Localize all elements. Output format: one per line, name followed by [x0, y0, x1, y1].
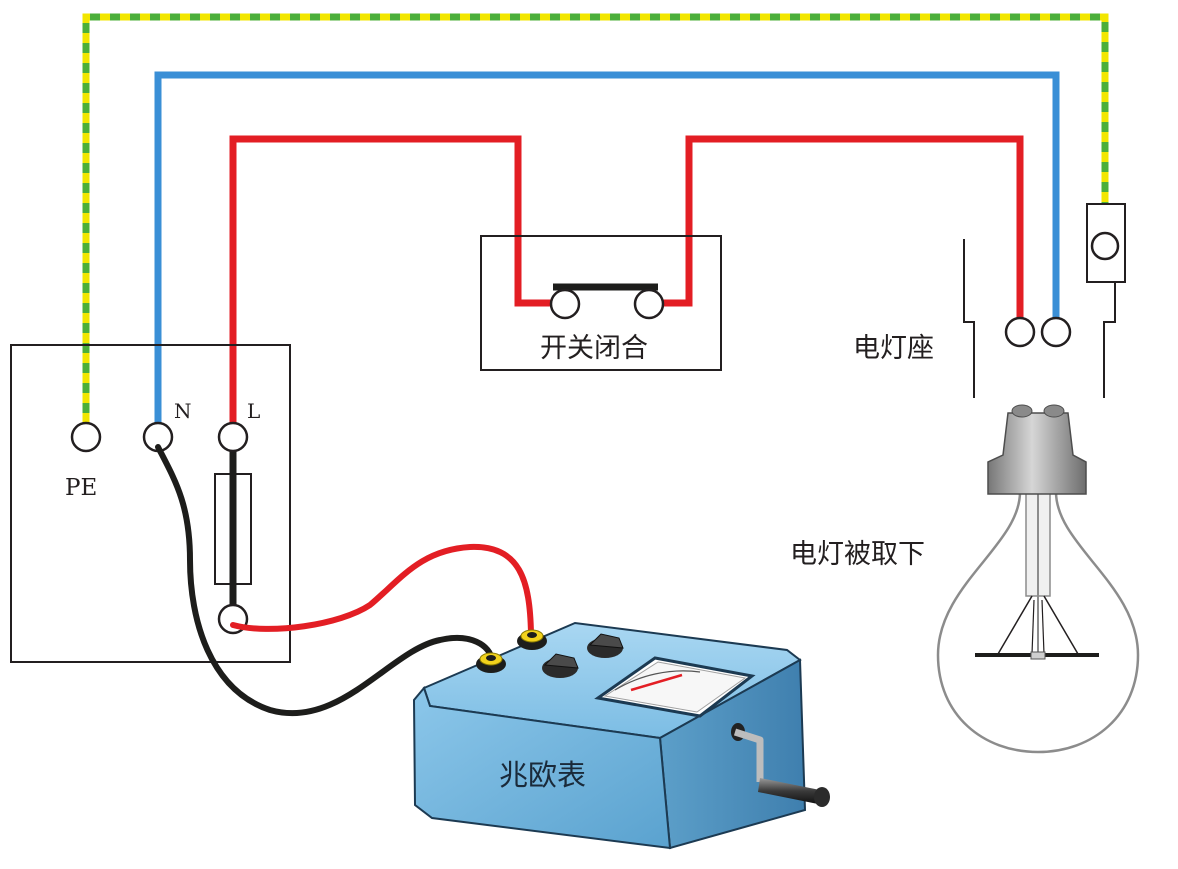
black-test-lead	[155, 444, 495, 717]
l-label: L	[247, 399, 260, 423]
switch-box	[480, 235, 722, 371]
pe-earth-wire	[82, 13, 1109, 423]
meter-black-terminal[interactable]	[476, 652, 506, 673]
bulb-label: 电灯被取下	[790, 539, 925, 570]
socket-label: 电灯座	[853, 333, 934, 364]
live-wire-to-socket	[663, 135, 1024, 318]
switch-left-terminal	[549, 288, 581, 320]
socket-earth-terminal	[1090, 231, 1120, 261]
l-terminal[interactable]	[217, 421, 249, 453]
switch-label: 开关闭合	[540, 333, 648, 364]
neutral-wire	[154, 71, 1060, 423]
switch-right-terminal	[633, 288, 665, 320]
live-wire-to-switch	[229, 135, 552, 423]
pe-label: PE	[65, 475, 97, 501]
light-bulb	[936, 404, 1140, 754]
meter-label: 兆欧表	[499, 758, 586, 792]
n-label: N	[174, 399, 192, 423]
fuse-icon	[214, 437, 252, 606]
pe-terminal[interactable]	[70, 421, 102, 453]
distribution-box	[10, 344, 291, 663]
meter-red-terminal[interactable]	[517, 629, 547, 650]
megohmmeter	[412, 621, 830, 850]
socket-neutral-terminal	[1040, 316, 1072, 348]
red-test-lead	[230, 543, 534, 637]
socket-live-terminal	[1004, 316, 1036, 348]
